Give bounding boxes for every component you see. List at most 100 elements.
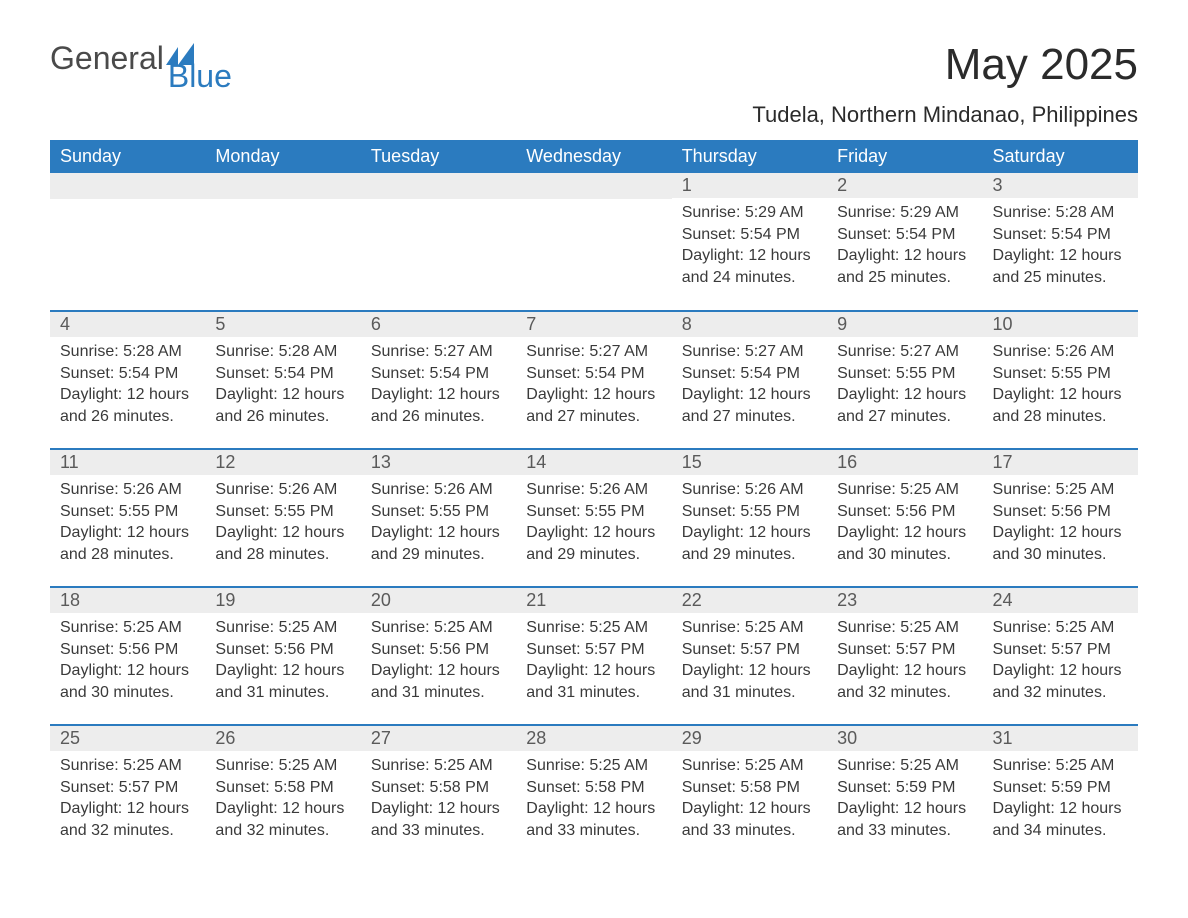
calendar-cell: 22Sunrise: 5:25 AMSunset: 5:57 PMDayligh… [672,587,827,725]
day-number: 7 [516,312,671,337]
calendar-row: 11Sunrise: 5:26 AMSunset: 5:55 PMDayligh… [50,449,1138,587]
day-body: Sunrise: 5:28 AMSunset: 5:54 PMDaylight:… [205,337,360,429]
calendar-row: 18Sunrise: 5:25 AMSunset: 5:56 PMDayligh… [50,587,1138,725]
sunset-line: Sunset: 5:58 PM [526,777,661,799]
calendar-cell: 3Sunrise: 5:28 AMSunset: 5:54 PMDaylight… [983,173,1138,311]
day-number: 20 [361,588,516,613]
calendar-cell: 10Sunrise: 5:26 AMSunset: 5:55 PMDayligh… [983,311,1138,449]
sunrise-line: Sunrise: 5:26 AM [215,479,350,501]
calendar-cell: 31Sunrise: 5:25 AMSunset: 5:59 PMDayligh… [983,725,1138,863]
sunset-line: Sunset: 5:58 PM [215,777,350,799]
day-body: Sunrise: 5:26 AMSunset: 5:55 PMDaylight:… [361,475,516,567]
calendar-cell [205,173,360,311]
sunset-line: Sunset: 5:59 PM [993,777,1128,799]
daylight-line: Daylight: 12 hours and 24 minutes. [682,245,817,288]
day-number: 22 [672,588,827,613]
weekday-header: Thursday [672,140,827,173]
weekday-header: Sunday [50,140,205,173]
calendar-cell: 18Sunrise: 5:25 AMSunset: 5:56 PMDayligh… [50,587,205,725]
daylight-line: Daylight: 12 hours and 29 minutes. [526,522,661,565]
calendar-row: 4Sunrise: 5:28 AMSunset: 5:54 PMDaylight… [50,311,1138,449]
sunset-line: Sunset: 5:54 PM [993,224,1128,246]
daylight-line: Daylight: 12 hours and 33 minutes. [837,798,972,841]
sunrise-line: Sunrise: 5:25 AM [993,755,1128,777]
daylight-line: Daylight: 12 hours and 34 minutes. [993,798,1128,841]
daylight-line: Daylight: 12 hours and 31 minutes. [371,660,506,703]
sunset-line: Sunset: 5:54 PM [371,363,506,385]
day-body: Sunrise: 5:26 AMSunset: 5:55 PMDaylight:… [516,475,671,567]
sunrise-line: Sunrise: 5:28 AM [60,341,195,363]
header: General Blue May 2025 [50,40,1138,90]
calendar-cell: 1Sunrise: 5:29 AMSunset: 5:54 PMDaylight… [672,173,827,311]
sunrise-line: Sunrise: 5:26 AM [682,479,817,501]
day-number: 17 [983,450,1138,475]
title-block: May 2025 [945,40,1138,90]
daylight-line: Daylight: 12 hours and 33 minutes. [526,798,661,841]
calendar-cell: 19Sunrise: 5:25 AMSunset: 5:56 PMDayligh… [205,587,360,725]
sunset-line: Sunset: 5:55 PM [526,501,661,523]
sunrise-line: Sunrise: 5:25 AM [60,755,195,777]
calendar-cell: 2Sunrise: 5:29 AMSunset: 5:54 PMDaylight… [827,173,982,311]
calendar-row: 1Sunrise: 5:29 AMSunset: 5:54 PMDaylight… [50,173,1138,311]
sunset-line: Sunset: 5:55 PM [837,363,972,385]
daylight-line: Daylight: 12 hours and 27 minutes. [837,384,972,427]
calendar-cell: 20 Sunrise: 5:25 AMSunset: 5:56 PMDayligh… [361,587,516,725]
daylight-line: Daylight: 12 hours and 28 minutes. [993,384,1128,427]
calendar-cell: 24Sunrise: 5:25 AMSunset: 5:57 PMDayligh… [983,587,1138,725]
logo-text-general: General [50,40,164,77]
day-body: Sunrise: 5:27 AMSunset: 5:55 PMDaylight:… [827,337,982,429]
day-body: Sunrise: 5:29 AMSunset: 5:54 PMDaylight:… [827,198,982,290]
sunrise-line: Sunrise: 5:26 AM [371,479,506,501]
day-number: 13 [361,450,516,475]
weekday-header: Saturday [983,140,1138,173]
day-body: Sunrise: 5:25 AMSunset: 5:56 PMDaylight:… [50,613,205,705]
sunset-line: Sunset: 5:54 PM [682,363,817,385]
day-body: Sunrise: 5:25 AMSunset: 5:58 PMDaylight:… [516,751,671,843]
calendar-cell: 11Sunrise: 5:26 AMSunset: 5:55 PMDayligh… [50,449,205,587]
sunset-line: Sunset: 5:57 PM [526,639,661,661]
calendar-cell: 8Sunrise: 5:27 AMSunset: 5:54 PMDaylight… [672,311,827,449]
day-body: Sunrise: 5:25 AMSunset: 5:57 PMDaylight:… [516,613,671,705]
day-number: 5 [205,312,360,337]
daylight-line: Daylight: 12 hours and 31 minutes. [526,660,661,703]
daylight-line: Daylight: 12 hours and 32 minutes. [837,660,972,703]
day-number: 16 [827,450,982,475]
calendar-cell: 6Sunrise: 5:27 AMSunset: 5:54 PMDaylight… [361,311,516,449]
day-number: 23 [827,588,982,613]
calendar-cell: 29Sunrise: 5:25 AMSunset: 5:58 PMDayligh… [672,725,827,863]
day-body: Sunrise: 5:25 AMSunset: 5:58 PMDaylight:… [205,751,360,843]
sunrise-line: Sunrise: 5:28 AM [993,202,1128,224]
sunset-line: Sunset: 5:59 PM [837,777,972,799]
sunset-line: Sunset: 5:54 PM [215,363,350,385]
daylight-line: Daylight: 12 hours and 33 minutes. [682,798,817,841]
day-number: 15 [672,450,827,475]
day-number: 3 [983,173,1138,198]
sunrise-line: Sunrise: 5:27 AM [837,341,972,363]
day-body: Sunrise: 5:28 AMSunset: 5:54 PMDaylight:… [50,337,205,429]
calendar-cell: 30Sunrise: 5:25 AMSunset: 5:59 PMDayligh… [827,725,982,863]
sunrise-line: Sunrise: 5:25 AM [371,617,506,639]
sunrise-line: Sunrise: 5:25 AM [682,617,817,639]
sunrise-line: Sunrise: 5:25 AM [526,617,661,639]
logo-mark-icon [166,36,194,58]
location: Tudela, Northern Mindanao, Philippines [50,102,1138,128]
day-number: 10 [983,312,1138,337]
logo: General Blue [50,40,260,77]
weekday-header-row: Sunday Monday Tuesday Wednesday Thursday… [50,140,1138,173]
day-body: Sunrise: 5:25 AMSunset: 5:59 PMDaylight:… [983,751,1138,843]
day-number: 25 [50,726,205,751]
sunrise-line: Sunrise: 5:26 AM [993,341,1128,363]
calendar-cell: 21Sunrise: 5:25 AMSunset: 5:57 PMDayligh… [516,587,671,725]
sunset-line: Sunset: 5:57 PM [682,639,817,661]
sunset-line: Sunset: 5:57 PM [837,639,972,661]
daylight-line: Daylight: 12 hours and 29 minutes. [371,522,506,565]
weekday-header: Tuesday [361,140,516,173]
sunrise-line: Sunrise: 5:25 AM [682,755,817,777]
sunset-line: Sunset: 5:56 PM [371,639,506,661]
weekday-header: Wednesday [516,140,671,173]
daylight-line: Daylight: 12 hours and 32 minutes. [993,660,1128,703]
daylight-line: Daylight: 12 hours and 26 minutes. [371,384,506,427]
sunset-line: Sunset: 5:55 PM [215,501,350,523]
calendar-cell: 14Sunrise: 5:26 AMSunset: 5:55 PMDayligh… [516,449,671,587]
calendar-row: 25Sunrise: 5:25 AMSunset: 5:57 PMDayligh… [50,725,1138,863]
